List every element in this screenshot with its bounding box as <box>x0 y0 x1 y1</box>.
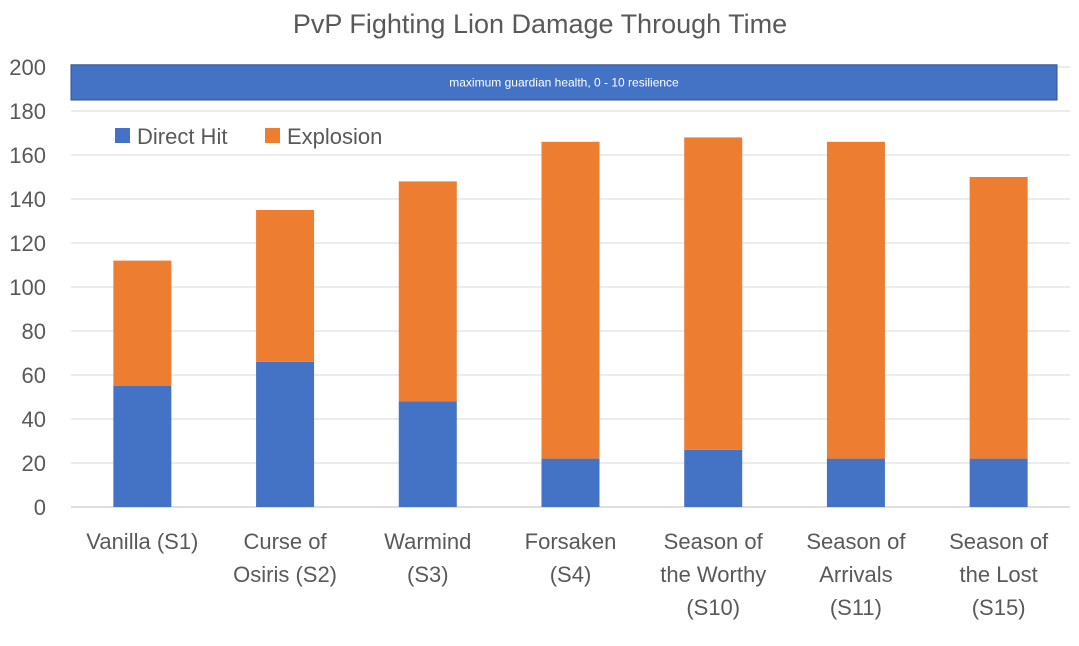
chart-title: PvP Fighting Lion Damage Through Time <box>293 9 787 39</box>
bar-direct-hit <box>256 361 315 507</box>
legend-label: Explosion <box>287 124 382 149</box>
bar-direct-hit <box>398 401 457 507</box>
y-tick-label: 200 <box>9 55 46 80</box>
y-tick-label: 140 <box>9 187 46 212</box>
bar-direct-hit <box>541 458 600 507</box>
bar-direct-hit <box>969 458 1028 507</box>
bar-explosion <box>541 141 600 459</box>
bar-direct-hit <box>684 449 743 507</box>
y-tick-label: 60 <box>22 363 46 388</box>
legend-label: Direct Hit <box>137 124 227 149</box>
bar-direct-hit <box>113 386 172 507</box>
legend-swatch <box>115 128 130 143</box>
y-tick-label: 100 <box>9 275 46 300</box>
bar-explosion <box>398 181 457 402</box>
health-band <box>70 64 1058 101</box>
bars <box>113 137 1028 507</box>
y-tick-label: 120 <box>9 231 46 256</box>
health-band-label: maximum guardian health, 0 - 10 resilien… <box>449 75 679 89</box>
bar-explosion <box>969 177 1028 459</box>
y-tick-label: 20 <box>22 451 46 476</box>
x-tick-label: Forsaken (S4) <box>525 529 617 587</box>
y-tick-label: 180 <box>9 99 46 124</box>
y-tick-label: 80 <box>22 319 46 344</box>
bar-explosion <box>113 260 172 386</box>
bar-direct-hit <box>826 458 885 507</box>
y-tick-label: 0 <box>34 495 46 520</box>
y-tick-label: 160 <box>9 143 46 168</box>
bar-explosion <box>826 141 885 459</box>
health-band-annotation: maximum guardian health, 0 - 10 resilien… <box>70 64 1058 101</box>
x-tick-label: Season of Arrivals (S11) <box>806 529 906 620</box>
y-axis: 0 20 40 60 80 100 120 140 160 180 200 <box>9 55 46 520</box>
bar-explosion <box>684 137 743 450</box>
x-tick-label: Warmind (S3) <box>384 529 471 587</box>
x-tick-label: Season of the Worthy (S10) <box>660 529 766 620</box>
y-tick-label: 40 <box>22 407 46 432</box>
x-tick-label: Vanilla (S1) <box>86 529 198 554</box>
legend: Direct Hit Explosion <box>115 124 382 149</box>
x-tick-label: Curse of Osiris (S2) <box>233 529 337 587</box>
x-tick-label: Season of the Lost (S15) <box>949 529 1049 620</box>
x-axis: Vanilla (S1) Curse of Osiris (S2) Warmind (S… <box>86 529 1049 620</box>
legend-swatch <box>265 128 280 143</box>
bar-explosion <box>256 210 315 362</box>
